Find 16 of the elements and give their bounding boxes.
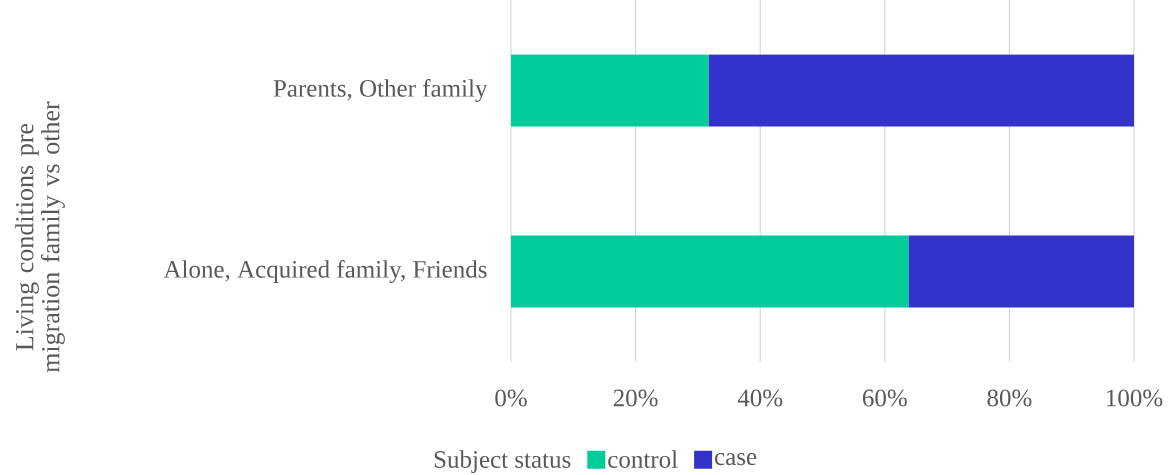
- bar: [708, 54, 1134, 127]
- x-tick-label: 0%: [495, 389, 527, 407]
- x-tick-label: 60%: [862, 389, 907, 407]
- y-tick-label: Parents, Other family: [273, 79, 488, 102]
- legend-label: case: [715, 453, 757, 466]
- x-tick-label: 40%: [737, 389, 783, 407]
- y-axis-title: Living conditions pre migration family vs other: [15, 101, 65, 373]
- x-tick-label: 20%: [613, 389, 658, 407]
- x-tick-label: 100%: [1107, 389, 1163, 407]
- bar: [511, 54, 709, 127]
- legend-label: control: [608, 450, 678, 468]
- bar: [908, 235, 1134, 308]
- legend-title: Subject status: [434, 450, 571, 473]
- x-tick-label: 80%: [987, 389, 1032, 407]
- y-tick-label: Alone, Acquired family, Friends: [163, 260, 487, 283]
- bar: [511, 235, 909, 308]
